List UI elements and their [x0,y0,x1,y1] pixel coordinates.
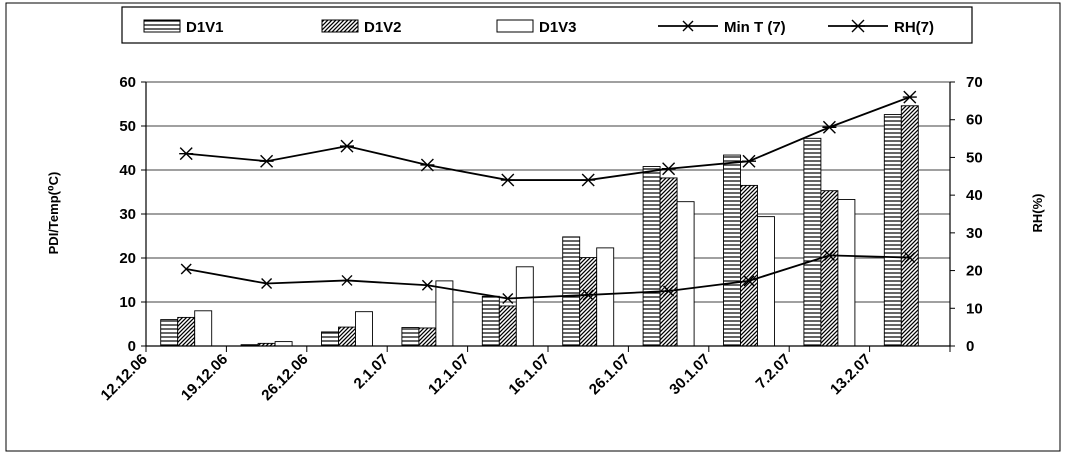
y-left-tick-label: 60 [119,74,136,91]
bar-d1v3 [194,310,213,347]
y-axis-right-label: RH(%) [1030,194,1045,233]
y-left-tick-label: 50 [119,118,136,135]
marker-asterisk [340,139,354,153]
marker-asterisk [742,154,756,168]
legend: D1V1 D1V2 D1V3 Min T (7) RH(7) [121,6,973,44]
legend-label: D1V2 [364,19,402,36]
line-rh-7- [186,96,911,181]
bar-d1v3 [515,266,534,347]
marker-x [341,274,353,286]
bar-d1v3 [274,341,293,347]
marker-asterisk [902,90,917,104]
bar-d1v3 [355,311,373,347]
marker-x [904,252,916,264]
legend-swatch [143,19,181,33]
lines [179,90,917,304]
y-left-tick-label: 40 [119,162,136,179]
bar-d1v2 [579,257,598,347]
marker-x [682,20,694,32]
marker-x [743,275,755,287]
marker-x [180,263,192,275]
labels: PDI/Temp(⁰C) RH(%) [46,172,1045,255]
y-right-tick-label: 40 [966,187,983,204]
bars [160,105,919,347]
marker-asterisk [851,19,865,33]
bar-d1v1 [883,114,902,347]
legend-box [121,6,973,44]
bar-d1v1 [160,319,179,347]
marker-asterisk [420,158,435,172]
y-right-tick-label: 60 [966,112,983,129]
y-right-tick-label: 20 [966,263,983,280]
bar-d1v2 [177,316,196,347]
legend-label: RH(7) [894,19,934,36]
y-left-tick-label: 0 [128,338,136,355]
bar-d1v1 [321,331,339,347]
legend-swatch [496,19,534,33]
bar-d1v1 [401,327,420,347]
legend-label: Min T (7) [724,19,786,36]
bar-d1v1 [481,295,500,347]
y-axis-left-label: PDI/Temp(⁰C) [46,172,61,255]
marker-asterisk [661,162,676,176]
y-left-tick-label: 10 [119,294,136,311]
bar-d1v1 [562,236,581,347]
y-right-tick-label: 10 [966,300,983,317]
bar-d1v1 [723,154,741,347]
marker-x [663,285,675,297]
marker-x [823,249,835,261]
bar-d1v2 [498,305,517,347]
bar-d1v3 [676,201,695,347]
bar-d1v3 [435,280,454,347]
bar-d1v1 [642,166,661,347]
legend-label: D1V3 [539,19,577,36]
bar-d1v2 [900,105,919,347]
y-right-tick-label: 0 [966,338,974,355]
y-left-tick-label: 20 [119,250,136,267]
bar-d1v1 [803,137,822,347]
bar-d1v2 [820,190,839,347]
marker-asterisk [500,173,515,187]
y-left-tick-label: 30 [119,206,136,223]
marker-x [421,279,433,291]
marker-x [582,289,594,301]
marker-asterisk [259,154,274,168]
bar-d1v3 [837,199,856,347]
marker-asterisk [179,147,194,161]
y-right-tick-label: 50 [966,149,983,166]
bar-d1v2 [740,184,758,347]
bar-d1v3 [596,247,615,347]
y-right-tick-label: 30 [966,225,983,242]
bar-d1v2 [418,327,437,347]
legend-swatch [321,19,359,33]
bar-d1v2 [338,326,356,347]
legend-label: D1V1 [186,19,224,36]
marker-asterisk [822,120,837,134]
line-min-t-7- [186,254,910,300]
bar-d1v2 [659,177,678,347]
marker-x [261,278,273,290]
y-right-tick-label: 70 [966,74,983,91]
bar-d1v3 [757,216,775,347]
marker-asterisk [581,173,596,187]
marker-x [502,292,514,304]
